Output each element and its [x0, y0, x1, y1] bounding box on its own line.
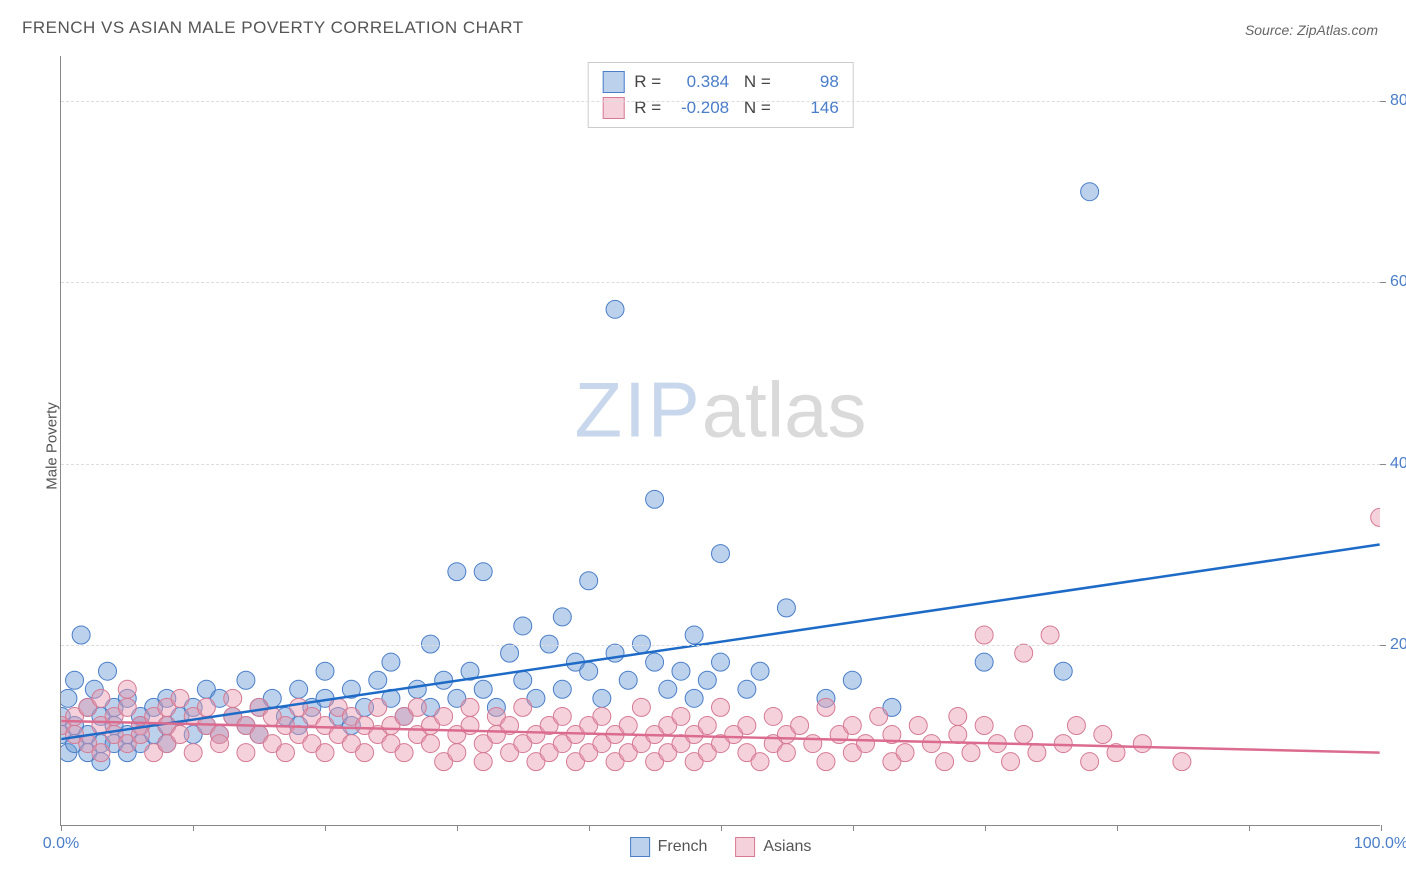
ytick-label: 20.0% — [1390, 636, 1406, 654]
ytick-mark — [1380, 464, 1386, 465]
legend-label: Asians — [763, 838, 811, 856]
legend-swatch-icon — [735, 837, 755, 857]
watermark-zip: ZIP — [574, 365, 701, 453]
legend-text: R = — [634, 72, 661, 92]
ytick-mark — [1380, 645, 1386, 646]
legend-swatch-icon — [630, 837, 650, 857]
chart-svg — [61, 56, 1380, 825]
watermark: ZIPatlas — [574, 364, 866, 455]
xtick-label: 100.0% — [1354, 835, 1406, 853]
legend-label: French — [658, 838, 708, 856]
legend-row-asians: R = -0.208 N = 146 — [602, 95, 839, 121]
watermark-atlas: atlas — [702, 365, 867, 453]
legend-text: N = — [739, 72, 771, 92]
xtick-mark — [985, 825, 986, 831]
ytick-label: 80.0% — [1390, 92, 1406, 110]
xtick-mark — [325, 825, 326, 831]
xtick-label: 0.0% — [43, 835, 79, 853]
xtick-mark — [1381, 825, 1382, 831]
ytick-label: 40.0% — [1390, 455, 1406, 473]
ytick-label: 60.0% — [1390, 273, 1406, 291]
legend-item-asians: Asians — [735, 837, 811, 857]
legend-r-value: 0.384 — [671, 72, 729, 92]
legend-n-value: 98 — [781, 72, 839, 92]
plot-area: ZIPatlas R = 0.384 N = 98 R = -0.208 N =… — [60, 56, 1380, 826]
legend-row-french: R = 0.384 N = 98 — [602, 69, 839, 95]
gridline — [61, 645, 1380, 646]
correlation-legend: R = 0.384 N = 98 R = -0.208 N = 146 — [587, 62, 854, 128]
series-legend: French Asians — [630, 837, 812, 857]
xtick-mark — [1249, 825, 1250, 831]
y-axis-label: Male Poverty — [43, 402, 60, 490]
xtick-mark — [193, 825, 194, 831]
xtick-mark — [457, 825, 458, 831]
source-label: Source: ZipAtlas.com — [1245, 22, 1378, 38]
gridline — [61, 464, 1380, 465]
xtick-mark — [853, 825, 854, 831]
xtick-mark — [1117, 825, 1118, 831]
ytick-mark — [1380, 101, 1386, 102]
ytick-mark — [1380, 282, 1386, 283]
chart-title: FRENCH VS ASIAN MALE POVERTY CORRELATION… — [22, 18, 524, 38]
xtick-mark — [61, 825, 62, 831]
gridline — [61, 101, 1380, 102]
gridline — [61, 282, 1380, 283]
legend-swatch-french — [602, 71, 624, 93]
xtick-mark — [721, 825, 722, 831]
xtick-mark — [589, 825, 590, 831]
legend-item-french: French — [630, 837, 708, 857]
